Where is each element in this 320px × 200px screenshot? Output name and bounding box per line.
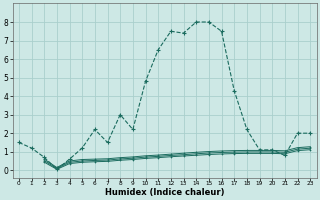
X-axis label: Humidex (Indice chaleur): Humidex (Indice chaleur) [105, 188, 224, 197]
